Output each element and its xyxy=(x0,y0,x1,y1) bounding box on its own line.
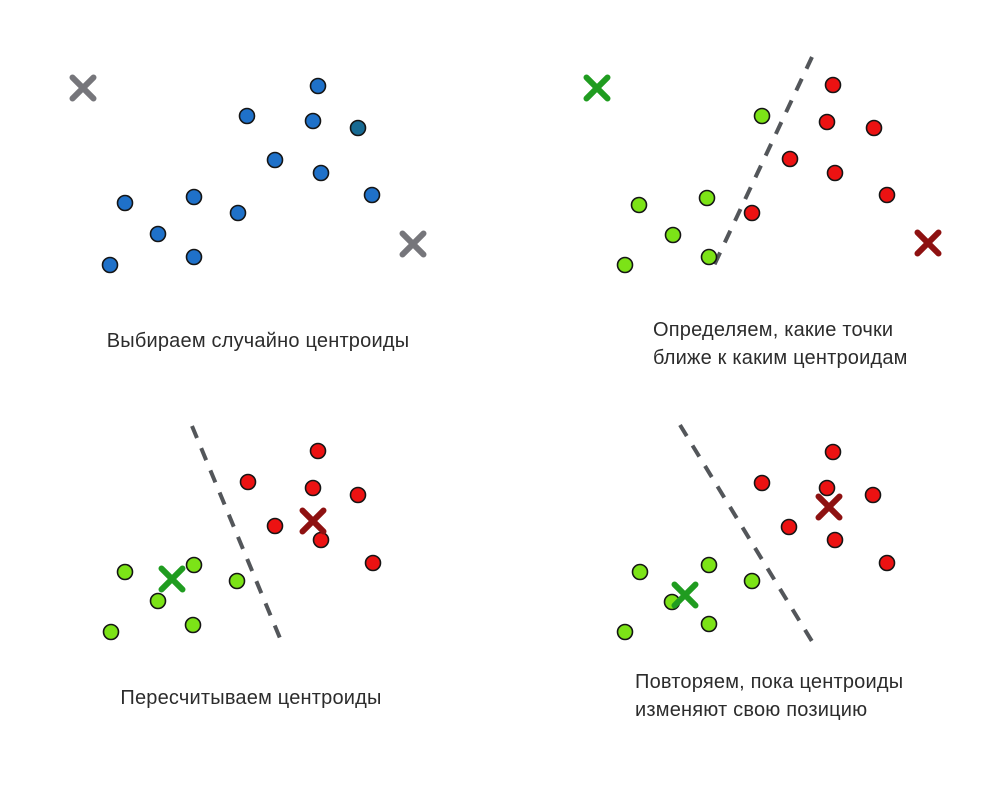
step2-caption-line-2: ближе к каким центроидам xyxy=(653,347,908,369)
red-data-point xyxy=(865,119,883,137)
red-data-point xyxy=(753,474,771,492)
green-data-point xyxy=(228,572,246,590)
cluster-divider-line xyxy=(678,423,815,645)
red-data-point xyxy=(781,150,799,168)
step3-caption: Пересчитываем центроиды xyxy=(120,684,381,712)
blue-data-point xyxy=(185,188,203,206)
blue-data-point xyxy=(185,248,203,266)
red-data-point xyxy=(309,442,327,460)
red-data-point xyxy=(878,186,896,204)
green-data-point xyxy=(616,623,634,641)
green-data-point xyxy=(116,563,134,581)
step4-caption: Повторяем, пока центроиды изменяют свою … xyxy=(635,668,903,724)
green-data-point xyxy=(700,556,718,574)
red-data-point xyxy=(824,443,842,461)
step2-caption-line-1: Определяем, какие точки xyxy=(653,319,894,341)
step4-caption-line-1: Повторяем, пока центроиды xyxy=(635,671,904,693)
gray-centroid-x-marker xyxy=(69,74,97,102)
blue-data-point xyxy=(309,77,327,95)
step1-caption-line: Выбираем случайно центроиды xyxy=(106,330,410,352)
blue-data-point xyxy=(238,107,256,125)
red-data-point xyxy=(818,113,836,131)
blue-data-point xyxy=(266,151,284,169)
red-data-point xyxy=(818,479,836,497)
red-data-point xyxy=(826,531,844,549)
green-data-point xyxy=(664,226,682,244)
green-data-point xyxy=(698,189,716,207)
blue-data-point xyxy=(149,225,167,243)
red-data-point xyxy=(266,517,284,535)
green-centroid-x-marker xyxy=(158,565,186,593)
darkred-centroid-x-marker xyxy=(299,507,327,535)
darkred-centroid-x-marker xyxy=(914,229,942,257)
green-data-point xyxy=(102,623,120,641)
green-data-point xyxy=(149,592,167,610)
step3-caption-line: Пересчитываем центроиды xyxy=(120,687,382,709)
red-data-point xyxy=(312,531,330,549)
green-data-point xyxy=(185,556,203,574)
red-data-point xyxy=(239,473,257,491)
gray-centroid-x-marker xyxy=(399,230,427,258)
red-data-point xyxy=(864,486,882,504)
blue-data-point xyxy=(312,164,330,182)
green-data-point xyxy=(616,256,634,274)
green-data-point xyxy=(743,572,761,590)
green-data-point xyxy=(753,107,771,125)
cluster-divider-line xyxy=(190,425,284,644)
red-data-point xyxy=(780,518,798,536)
green-data-point xyxy=(700,248,718,266)
green-data-point xyxy=(184,616,202,634)
step2-caption: Определяем, какие точки ближе к каким це… xyxy=(653,316,908,372)
blue-data-point xyxy=(116,194,134,212)
green-data-point xyxy=(631,563,649,581)
red-data-point xyxy=(826,164,844,182)
green-centroid-x-marker xyxy=(671,581,699,609)
red-data-point xyxy=(349,486,367,504)
blue-data-point xyxy=(101,256,119,274)
red-data-point xyxy=(878,554,896,572)
green-data-point xyxy=(630,196,648,214)
darkred-centroid-x-marker xyxy=(815,493,843,521)
blue-data-point xyxy=(229,204,247,222)
red-data-point xyxy=(364,554,382,572)
red-data-point xyxy=(743,204,761,222)
cluster-divider-line xyxy=(708,56,814,275)
red-data-point xyxy=(824,76,842,94)
step4-caption-line-2: изменяют свою позицию xyxy=(635,699,868,721)
blue-data-point xyxy=(304,112,322,130)
green-data-point xyxy=(700,615,718,633)
red-data-point xyxy=(304,479,322,497)
green-centroid-x-marker xyxy=(583,74,611,102)
step1-caption: Выбираем случайно центроиды xyxy=(107,327,410,355)
blue-data-point xyxy=(349,119,367,137)
blue-data-point xyxy=(363,186,381,204)
